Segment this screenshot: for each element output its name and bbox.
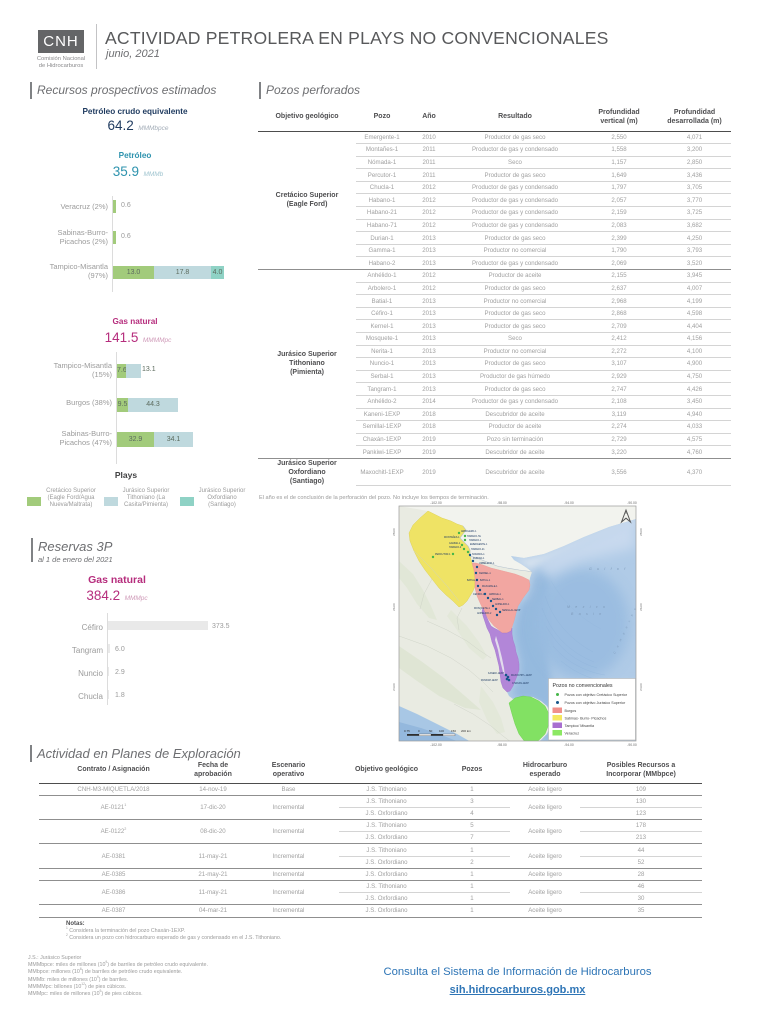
svg-text:BATIAL-1: BATIAL-1 [467, 579, 478, 582]
svg-text:HABANO-7E: HABANO-7E [467, 535, 481, 538]
svg-text:ARBOLERO-1: ARBOLERO-1 [461, 530, 477, 533]
svg-text:100: 100 [439, 729, 444, 733]
svg-text:MAXOCHITL-1EXP: MAXOCHITL-1EXP [511, 674, 532, 677]
svg-text:Burgos: Burgos [565, 709, 577, 713]
svg-text:150: 150 [451, 729, 456, 733]
svg-text:CHAXAN-1EXP: CHAXAN-1EXP [512, 682, 529, 685]
svg-text:KERNEL-1: KERNEL-1 [479, 572, 491, 575]
svg-text:SERBAL-1: SERBAL-1 [492, 598, 504, 601]
svg-text:Pozos con objetivo Jurásico Su: Pozos con objetivo Jurásico Superior [565, 701, 626, 705]
svg-text:ANHELIDO-1: ANHELIDO-1 [495, 603, 510, 606]
svg-text:KANENI-1EXP: KANENI-1EXP [488, 672, 504, 675]
svg-text:DURIAN-1: DURIAN-1 [473, 557, 485, 560]
svg-text:NOMADA-1: NOMADA-1 [472, 553, 485, 556]
svg-text:MOSQUETE-1: MOSQUETE-1 [474, 607, 490, 610]
svg-text:Tampico/ Misantla: Tampico/ Misantla [565, 724, 595, 728]
svg-text:SEMILLAL-1EXP: SEMILLAL-1EXP [502, 609, 521, 612]
svg-text:B a s i n: B a s i n [571, 612, 603, 616]
svg-text:M e x i c o: M e x i c o [567, 605, 607, 609]
svg-text:ANHELIDO-2: ANHELIDO-2 [477, 612, 492, 615]
svg-text:0: 0 [418, 729, 420, 733]
svg-text:-102.00: -102.00 [430, 743, 442, 747]
svg-text:G u l f o f: G u l f o f [589, 567, 627, 571]
svg-text:24.00: 24.00 [392, 683, 396, 691]
svg-text:Pozos con objetivo Cretácico S: Pozos con objetivo Cretácico Superior [565, 693, 628, 697]
svg-text:URBELENO-1: URBELENO-1 [479, 562, 495, 565]
svg-text:200 km: 200 km [461, 729, 471, 733]
svg-text:GAMMA-1: GAMMA-1 [449, 542, 461, 545]
svg-text:24.00: 24.00 [639, 683, 643, 691]
svg-text:Pozos no convencionales: Pozos no convencionales [553, 683, 613, 689]
svg-text:-98.00: -98.00 [497, 501, 507, 505]
svg-text:ARBOLE-1: ARBOLE-1 [489, 593, 501, 596]
svg-text:Sabinas- Burro- Picachos: Sabinas- Burro- Picachos [565, 717, 607, 721]
svg-text:28.00: 28.00 [392, 528, 396, 536]
svg-text:-90.00: -90.00 [627, 743, 637, 747]
svg-text:-94.00: -94.00 [564, 501, 574, 505]
svg-text:PANKIWI-1EXP: PANKIWI-1EXP [481, 679, 498, 682]
svg-text:-94.00: -94.00 [564, 743, 574, 747]
svg-text:0.75: 0.75 [404, 729, 410, 733]
svg-text:EMERGENTE-1: EMERGENTE-1 [470, 543, 488, 546]
svg-text:-102.00: -102.00 [430, 501, 442, 505]
svg-text:BATIAL-1: BATIAL-1 [480, 579, 491, 582]
svg-text:MONTAÑES-1: MONTAÑES-1 [444, 536, 460, 539]
svg-text:50: 50 [429, 729, 433, 733]
svg-text:26.00: 26.00 [392, 603, 396, 611]
svg-text:28.00: 28.00 [639, 528, 643, 536]
svg-text:26.00: 26.00 [639, 603, 643, 611]
svg-text:-98.00: -98.00 [497, 743, 507, 747]
svg-text:Veracruz: Veracruz [565, 732, 580, 736]
svg-text:HABANO-21: HABANO-21 [471, 548, 485, 551]
svg-text:CEFIRO-1: CEFIRO-1 [473, 593, 485, 596]
svg-text:HABANO-1: HABANO-1 [469, 539, 482, 542]
svg-text:MAXAMALE-1: MAXAMALE-1 [482, 585, 498, 588]
svg-text:PERCUTOR-1: PERCUTOR-1 [435, 553, 451, 556]
svg-text:HABANO-2: HABANO-2 [449, 546, 462, 549]
svg-text:-90.00: -90.00 [627, 501, 637, 505]
